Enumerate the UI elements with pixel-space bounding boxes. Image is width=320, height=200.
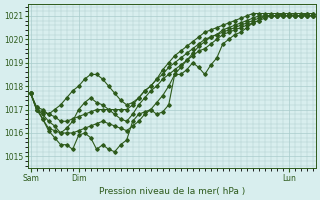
X-axis label: Pression niveau de la mer( hPa ): Pression niveau de la mer( hPa ) — [99, 187, 245, 196]
